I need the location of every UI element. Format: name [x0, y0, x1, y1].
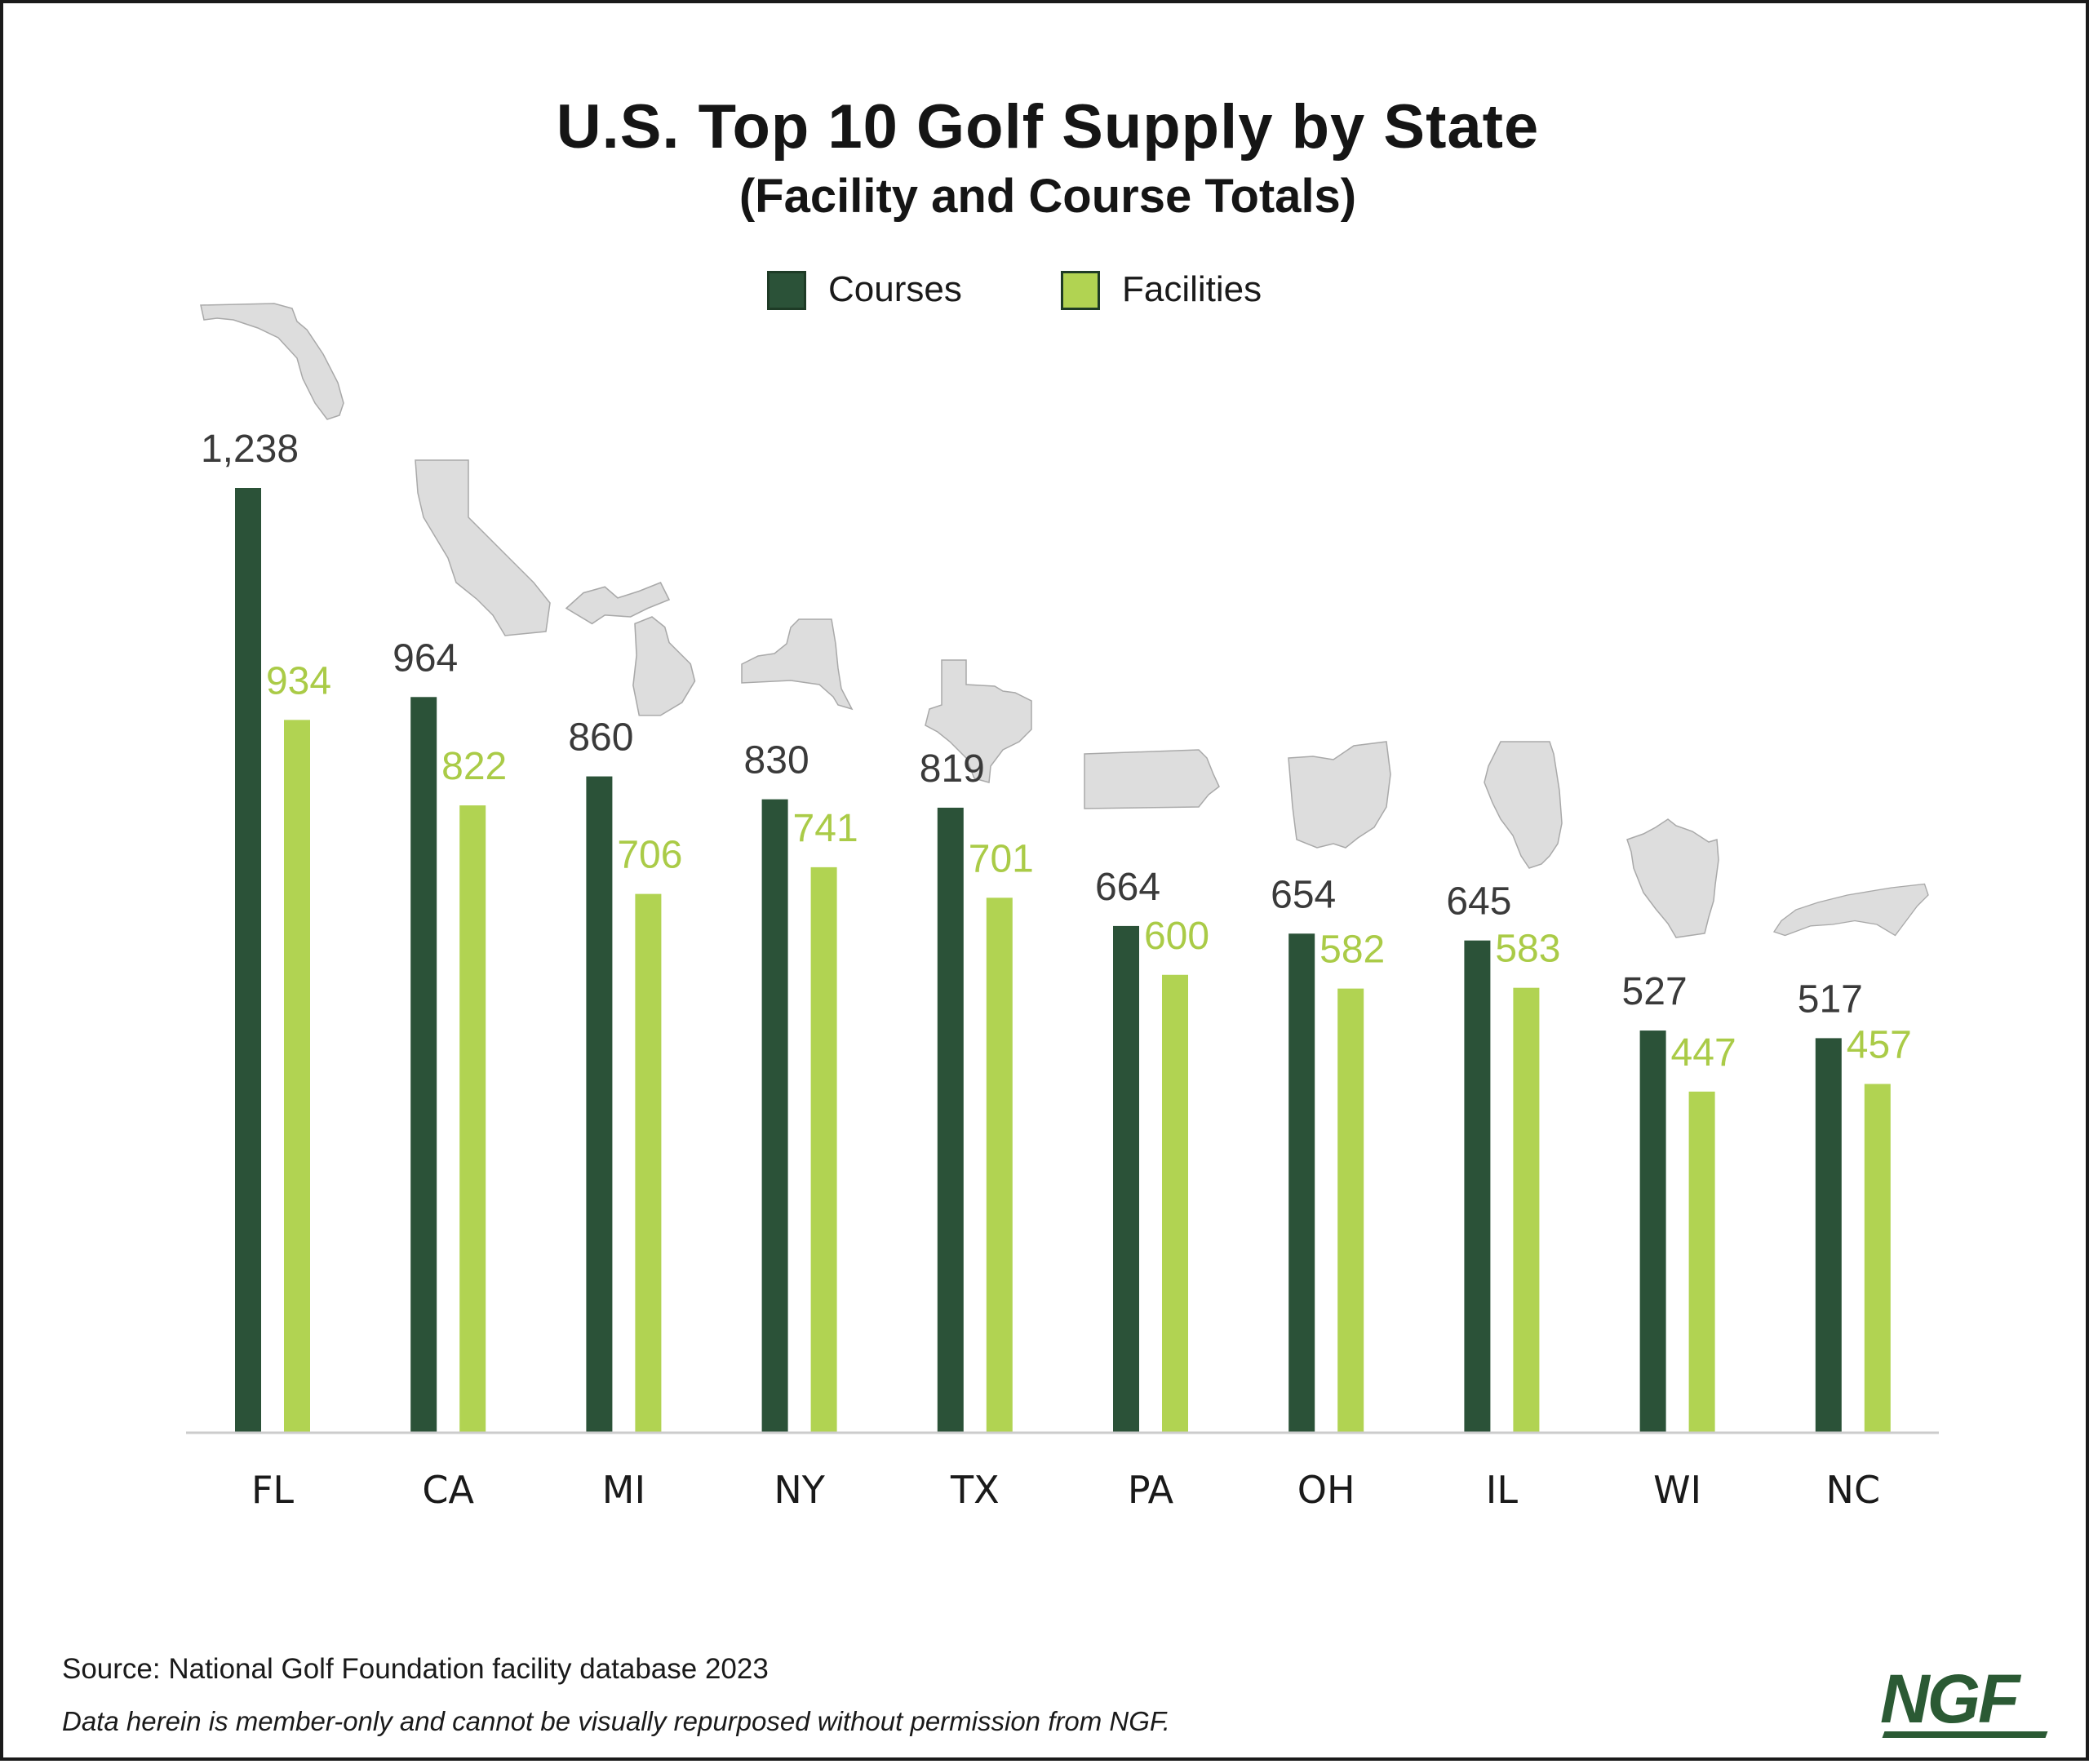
value-label-facilities-tx: 701: [969, 837, 1034, 880]
bar-facilities-ny: [810, 866, 837, 1433]
bar-courses-ny: [761, 799, 788, 1433]
chart-legend: Courses Facilities: [3, 266, 2089, 315]
chart-title: U.S. Top 10 Golf Supply by State: [556, 92, 1540, 162]
category-label-oh: OH: [1297, 1468, 1355, 1512]
bar-courses-wi: [1639, 1030, 1666, 1433]
value-labels-group: 1,238 934 964 822 860 706 830 741 819 701 664 600 65…: [201, 428, 1912, 1075]
ngf-logo: NGF: [1880, 1660, 2020, 1737]
bar-facilities-oh: [1337, 988, 1364, 1433]
value-label-courses-oh: 654: [1271, 873, 1336, 916]
category-label-nc: NC: [1826, 1468, 1881, 1512]
category-label-ca: CA: [422, 1468, 474, 1512]
category-label-pa: PA: [1128, 1468, 1174, 1512]
michigan-shape: [565, 581, 696, 716]
bar-facilities-fl: [284, 720, 310, 1433]
bar-facilities-nc: [1864, 1084, 1891, 1433]
source-note: Source: National Golf Foundation facilit…: [62, 1653, 769, 1685]
state-shapes: [200, 303, 1929, 938]
bar-facilities-pa: [1162, 974, 1188, 1433]
bar-courses-oh: [1288, 933, 1315, 1433]
value-label-courses-ny: 830: [744, 739, 809, 782]
new-york-shape: [741, 618, 854, 711]
bar-facilities-il: [1513, 987, 1540, 1433]
texas-shape: [925, 659, 1032, 783]
pennsylvania-shape: [1084, 749, 1220, 809]
bar-courses-tx: [937, 807, 964, 1433]
value-label-courses-pa: 664: [1095, 866, 1160, 909]
value-label-facilities-ca: 822: [441, 745, 507, 788]
value-label-courses-fl: 1,238: [201, 428, 299, 471]
bar-courses-fl: [235, 488, 261, 1433]
bar-courses-nc: [1815, 1038, 1842, 1433]
value-label-courses-il: 645: [1446, 880, 1511, 924]
value-label-facilities-nc: 457: [1847, 1024, 1912, 1067]
value-label-facilities-ny: 741: [793, 807, 858, 850]
value-label-facilities-wi: 447: [1671, 1031, 1736, 1075]
ohio-shape: [1288, 741, 1391, 849]
value-label-facilities-oh: 582: [1319, 929, 1385, 972]
category-label-wi: WI: [1653, 1468, 1701, 1512]
value-label-facilities-mi: 706: [617, 834, 682, 877]
bar-facilities-ca: [459, 805, 486, 1433]
bar-facilities-mi: [635, 893, 662, 1433]
bar-courses-il: [1464, 940, 1491, 1433]
value-label-facilities-fl: 934: [266, 659, 331, 702]
legend-swatch-courses: [767, 271, 806, 310]
legend-label-facilities: Facilities: [1122, 269, 1262, 309]
california-shape: [415, 459, 551, 636]
category-label-mi: MI: [602, 1468, 645, 1512]
value-label-courses-mi: 860: [568, 716, 633, 760]
ngf-logo-underline: [1882, 1731, 2048, 1738]
bars-group: [235, 488, 1891, 1433]
value-label-facilities-pa: 600: [1144, 915, 1209, 958]
category-labels-group: FL CA MI NY TX PA OH IL WI NC: [251, 1468, 1880, 1512]
chart-subtitle: (Facility and Course Totals): [738, 170, 1357, 223]
bar-courses-mi: [586, 776, 613, 1433]
bar-chart: 1,238 934 964 822 860 706 830 741 819 701 664 600 65…: [186, 303, 1939, 1512]
bar-facilities-tx: [986, 898, 1013, 1433]
value-label-courses-ca: 964: [393, 636, 458, 680]
category-label-tx: TX: [950, 1468, 1000, 1512]
value-label-courses-wi: 527: [1622, 970, 1688, 1013]
category-label-fl: FL: [251, 1468, 294, 1512]
category-label-ny: NY: [774, 1468, 825, 1512]
legend-label-courses: Courses: [828, 269, 962, 309]
legend-swatch-facilities: [1061, 271, 1100, 310]
value-label-courses-tx: 819: [920, 747, 985, 791]
illinois-shape: [1484, 741, 1563, 869]
bar-courses-ca: [410, 697, 437, 1433]
bar-courses-pa: [1113, 925, 1139, 1433]
value-label-courses-nc: 517: [1798, 977, 1863, 1021]
disclaimer-note: Data herein is member-only and cannot be…: [62, 1706, 1170, 1736]
north-carolina-shape: [1772, 883, 1929, 937]
wisconsin-shape: [1626, 818, 1719, 938]
florida-shape: [200, 303, 344, 420]
bar-facilities-wi: [1688, 1091, 1715, 1433]
value-label-facilities-il: 583: [1495, 928, 1560, 971]
category-label-il: IL: [1486, 1468, 1519, 1512]
